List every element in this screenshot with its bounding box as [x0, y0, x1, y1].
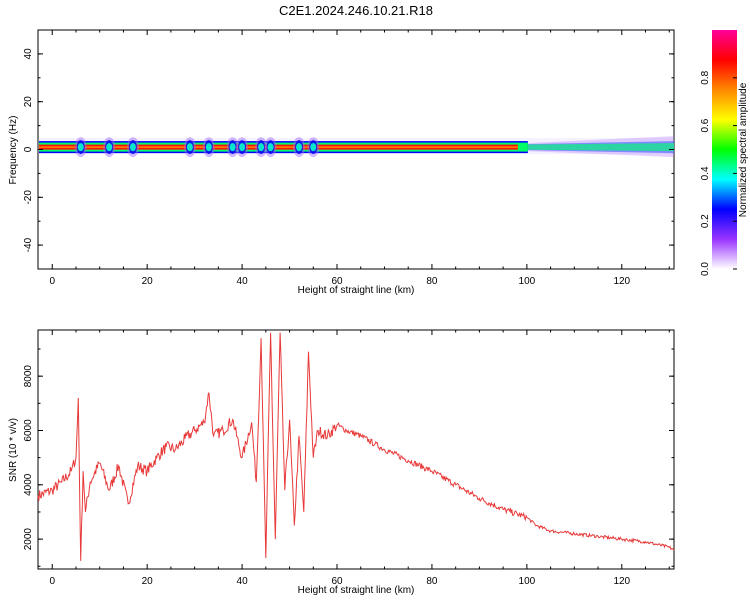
colorbar-tick-label: 0.8 — [700, 70, 711, 84]
band-peak-core — [239, 143, 246, 152]
band-broadening-mid — [516, 143, 674, 152]
x-tick-label: 0 — [49, 276, 55, 287]
colorbar-label: Normalized spectral amplitude — [738, 82, 749, 217]
snr-frame — [37, 329, 675, 570]
band-peak-core — [205, 143, 212, 152]
snr-x-axis-label: Height of straight line (km) — [298, 585, 415, 596]
band-peak-core — [77, 143, 84, 152]
y-tick-label: 4000 — [23, 473, 34, 496]
x-tick-label: 120 — [613, 576, 630, 587]
y-tick-label: 8000 — [23, 365, 34, 388]
band-peak-core — [186, 143, 193, 152]
snr-series-line — [37, 332, 675, 561]
snr-y-axis-label: SNR (10 * v/v) — [8, 418, 19, 482]
band-peak-core — [296, 143, 303, 152]
snr-y-axis: 2000 4000 6000 8000 — [23, 348, 674, 567]
spectrogram-x-axis: 0 20 40 60 80 100 120 — [49, 30, 670, 287]
x-tick-label: 40 — [237, 576, 249, 587]
x-tick-label: 0 — [49, 576, 55, 587]
y-tick-label: 2000 — [23, 528, 34, 551]
colorbar-tick-label: 0.6 — [700, 118, 711, 132]
x-tick-label: 20 — [142, 276, 154, 287]
band-peak-line — [39, 146, 518, 148]
spectrogram-panel: 0 20 40 60 80 100 120 -40 -20 0 20 40 Height of st… — [8, 29, 675, 296]
x-tick-label: 120 — [613, 276, 630, 287]
spectrogram-x-axis-label: Height of straight line (km) — [298, 285, 415, 296]
snr-panel: 0 20 40 60 80 100 120 2000 4000 6000 8000 Height … — [8, 329, 675, 596]
x-tick-label: 60 — [331, 576, 343, 587]
x-tick-label: 20 — [142, 576, 154, 587]
y-tick-label: -20 — [23, 190, 34, 205]
band-peak-core — [106, 143, 113, 152]
x-tick-label: 80 — [426, 576, 438, 587]
colorbar-tick-label: 0.2 — [700, 214, 711, 228]
colorbar-tick-label: 0.0 — [700, 262, 711, 276]
band-peak-core — [310, 143, 317, 152]
y-tick-label: -40 — [23, 237, 34, 252]
y-tick-label: 20 — [23, 96, 34, 108]
y-tick-label: 40 — [23, 48, 34, 60]
x-tick-label: 40 — [237, 276, 249, 287]
colorbar-ticks: 0.0 0.2 0.4 0.6 0.8 — [700, 70, 737, 276]
x-tick-label: 80 — [426, 276, 438, 287]
snr-line-path — [37, 332, 675, 561]
x-tick-label: 100 — [519, 276, 536, 287]
band-peak-core — [129, 143, 136, 152]
band-peak-core — [229, 143, 236, 152]
x-tick-label: 100 — [519, 576, 536, 587]
colorbar-gradient — [712, 30, 737, 269]
spectrogram-y-axis: -40 -20 0 20 40 — [23, 29, 674, 270]
y-tick-label: 6000 — [23, 419, 34, 442]
snr-x-axis: 0 20 40 60 80 100 120 — [49, 330, 670, 587]
colorbar: 0.0 0.2 0.4 0.6 0.8 Normalized spectral ampl… — [700, 30, 749, 276]
band-peak-core — [258, 143, 265, 152]
colorbar-tick-label: 0.4 — [700, 166, 711, 180]
chart-title: C2E1.2024.246.10.21.R18 — [279, 3, 433, 18]
band-peak-core — [267, 143, 274, 152]
y-tick-label: 0 — [23, 146, 34, 152]
spectrogram-y-axis-label: Frequency (Hz) — [8, 116, 19, 185]
spectrogram-band — [39, 136, 674, 158]
x-tick-label: 60 — [331, 276, 343, 287]
